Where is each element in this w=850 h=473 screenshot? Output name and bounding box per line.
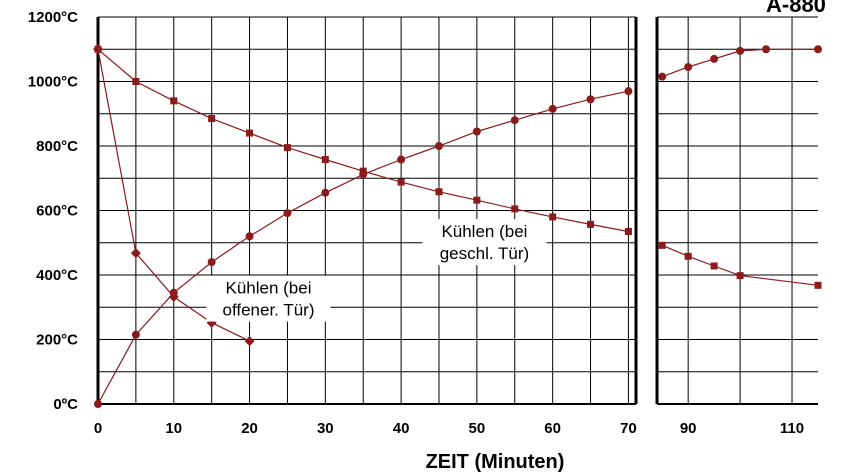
x-tick-label: 110	[780, 420, 804, 437]
data-point	[473, 196, 481, 204]
data-point	[684, 62, 693, 71]
data-point	[93, 44, 103, 55]
data-point	[397, 178, 405, 186]
x-axis-label: ZEIT (Minuten)	[426, 451, 565, 473]
y-tick-label: 200°C	[36, 332, 78, 349]
data-point	[814, 45, 822, 54]
data-point	[283, 144, 291, 152]
data-point	[684, 252, 692, 260]
data-point	[321, 188, 330, 197]
x-tick-label: 90	[680, 420, 697, 437]
y-tick-label: 800°C	[36, 138, 78, 155]
y-tick-label: 600°C	[36, 203, 78, 220]
y-tick-label: 1000°C	[28, 74, 78, 91]
data-point	[283, 209, 292, 218]
x-tick-label: 60	[544, 420, 561, 437]
x-tick-label: 0	[94, 420, 102, 437]
curve-annotation: Kühlen (bei geschl. Tür)	[422, 219, 547, 266]
series-group	[93, 44, 822, 408]
data-point	[587, 220, 595, 228]
x-tick-label: 10	[165, 420, 182, 437]
data-point	[736, 46, 745, 55]
data-point	[168, 291, 179, 302]
annotation-text: Kühlen (bei	[441, 222, 527, 241]
annotation-text: Kühlen (bei	[225, 279, 311, 298]
data-point	[246, 129, 254, 137]
annotations: Kühlen (bei offener. Tür) Kühlen (bei gesch…	[206, 219, 547, 322]
data-point	[244, 336, 255, 347]
data-point	[586, 95, 595, 104]
data-point	[511, 205, 519, 213]
data-point	[624, 227, 632, 235]
x-tick-label: 20	[241, 420, 258, 437]
y-tick-label: 400°C	[36, 267, 78, 284]
data-point	[245, 232, 254, 241]
annotation-background	[206, 275, 331, 322]
data-point	[814, 281, 822, 289]
data-point	[208, 115, 216, 123]
annotation-text: geschl. Tür)	[440, 244, 529, 263]
data-point	[132, 78, 140, 85]
data-point	[548, 104, 557, 113]
data-point	[710, 262, 718, 270]
annotation-background	[422, 219, 547, 266]
y-tick-label: 0ºC	[53, 396, 78, 413]
data-point	[510, 116, 519, 125]
data-point	[94, 400, 102, 408]
series-line	[661, 48, 818, 78]
curve-annotation: Kühlen (bei offener. Tür)	[206, 275, 331, 322]
data-point	[321, 156, 329, 164]
grid	[98, 16, 818, 405]
data-point	[549, 213, 557, 221]
data-point	[207, 258, 216, 267]
x-tick-label: 50	[469, 420, 486, 437]
annotation-text: offener. Tür)	[223, 301, 315, 320]
x-tick-label: 40	[393, 420, 410, 437]
data-point	[434, 142, 443, 150]
data-point	[359, 167, 367, 175]
axes	[96, 17, 818, 405]
corner-label: A-880	[766, 0, 826, 17]
data-point	[658, 72, 667, 81]
data-point	[130, 248, 141, 259]
data-point	[624, 87, 633, 96]
data-point	[658, 241, 666, 249]
data-point	[762, 45, 771, 54]
data-point	[710, 54, 719, 63]
data-point	[435, 188, 443, 196]
tick-labels: 0ºC 200°C 400°C 600°C 800°C 1000°C 1200°C 0 10 20…	[28, 9, 804, 437]
x-tick-label: 30	[317, 420, 334, 437]
data-point	[170, 97, 178, 105]
data-point	[397, 155, 406, 164]
data-point	[736, 272, 744, 280]
data-point	[131, 330, 140, 339]
x-tick-label: 70	[620, 420, 637, 437]
data-point	[472, 127, 481, 136]
y-tick-label: 1200°C	[28, 9, 78, 26]
